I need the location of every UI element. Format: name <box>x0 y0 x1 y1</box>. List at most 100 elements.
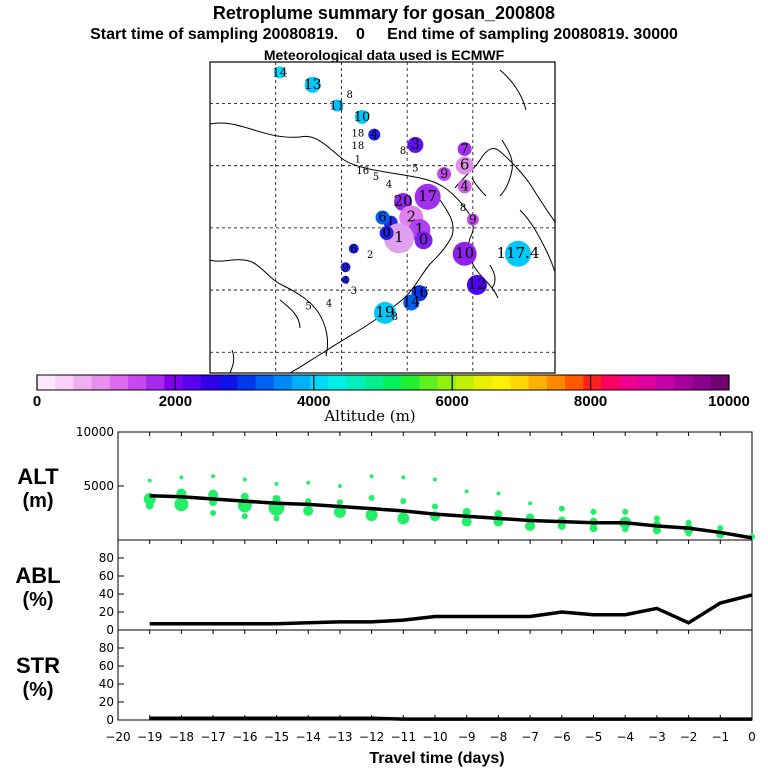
altitude-point <box>652 526 661 535</box>
colorbar-swatch <box>492 375 511 390</box>
trajectory-day-label: 1 <box>387 216 395 231</box>
altitude-point <box>147 478 152 483</box>
altitude-colorbar: 0 2000 4000 6000 8000 10000 Altitude (m) <box>33 374 750 425</box>
altitude-point <box>303 505 314 516</box>
panel-yunit: (m) <box>22 490 53 512</box>
y-tick-label: 10000 <box>76 425 114 439</box>
trajectory-marker-15 <box>457 142 472 157</box>
trajectory-marker-1 <box>304 76 321 93</box>
map-gridlines <box>210 62 555 373</box>
altitude-point <box>241 513 248 520</box>
altitude-point <box>242 477 247 482</box>
colorbar-swatch <box>546 375 566 390</box>
x-axis-title: Travel time (days) <box>369 750 504 767</box>
trajectory-marker-0 <box>273 66 286 79</box>
altitude-point <box>368 494 375 501</box>
colorbar-swatch <box>37 375 56 390</box>
colorbar-swatch <box>510 375 530 390</box>
altitude-point <box>589 524 598 533</box>
trajectory-marker-28 <box>379 226 394 241</box>
altitude-point <box>525 520 536 531</box>
trajectory-marker-19 <box>414 183 441 210</box>
y-tick-label: 20 <box>99 695 114 709</box>
y-tick-label: 0 <box>106 623 114 637</box>
altitude-point <box>306 480 311 485</box>
trajectory-marker-11 <box>368 128 381 141</box>
trajectory-marker-42 <box>373 301 396 324</box>
panel-str: STR(%) 80 60 40 20 0 <box>16 629 753 727</box>
altitude-point <box>400 498 407 505</box>
altitude-point <box>461 516 472 527</box>
x-tick-label: 0 <box>748 730 756 744</box>
altitude-point <box>365 509 378 522</box>
colorbar-swatch <box>364 375 384 390</box>
y-tick-label: 80 <box>99 551 114 565</box>
colorbar-swatch <box>419 375 439 390</box>
colorbar-swatch <box>656 375 675 390</box>
trajectory-day-label: 3 <box>411 137 420 153</box>
colorbar-swatch <box>164 375 184 390</box>
time-series-panels: ALT(m)100005000ABL(%)806040200STR(%)8060… <box>15 425 755 767</box>
chart-title: Retroplume summary for gosan_200808 <box>212 3 556 23</box>
altitude-point <box>462 507 471 516</box>
altitude-point <box>717 525 724 532</box>
trajectory-day-label: 7 <box>461 142 469 157</box>
colorbar-swatch <box>692 375 712 390</box>
trajectory-day-label: 16 <box>356 166 369 177</box>
colorbar-swatch <box>291 375 311 390</box>
x-tick-label: −3 <box>648 730 666 744</box>
colorbar-tick-label: 6000 <box>436 393 469 410</box>
panel-alt: ALT(m) 10000 5000 <box>17 425 755 541</box>
trajectory-marker-23 <box>375 210 390 225</box>
colorbar-swatch <box>474 375 493 390</box>
trajectory-day-label: 0 <box>382 226 390 241</box>
abl-series-line <box>149 593 753 626</box>
colorbar-swatch <box>710 375 730 390</box>
colorbar-swatch <box>200 375 220 390</box>
colorbar-swatch <box>182 375 202 390</box>
trajectory-marker-34 <box>340 262 351 273</box>
x-tick-label: −7 <box>521 730 539 744</box>
altitude-point <box>174 497 189 512</box>
trajectory-day-label: 4 <box>461 179 469 194</box>
coastlines <box>209 69 556 374</box>
x-tick-label: −2 <box>680 730 698 744</box>
colorbar-swatch <box>310 375 329 390</box>
panel-yunit: (%) <box>22 589 53 611</box>
trajectory-day-label: 10 <box>455 244 474 262</box>
colorbar-tick-label: 10000 <box>708 393 750 410</box>
colorbar-title: Altitude (m) <box>323 407 415 425</box>
trajectory-marker-27 <box>414 231 433 250</box>
x-tick-label: −9 <box>458 730 476 744</box>
altitude-point <box>145 501 154 510</box>
altitude-point <box>397 512 410 525</box>
trajectory-day-label: 6 <box>350 243 357 256</box>
y-tick-label: 60 <box>99 569 114 583</box>
colorbar-swatch <box>437 375 457 390</box>
colorbar-swatch <box>146 375 165 390</box>
x-tick-label: −8 <box>490 730 508 744</box>
trajectory-day-label: 1 <box>394 228 404 246</box>
panel-ylabel: ABL <box>15 563 60 588</box>
trajectory-marker-30 <box>452 241 477 266</box>
x-tick-label: −16 <box>232 730 257 744</box>
trajectory-day-label: 1 <box>415 220 425 238</box>
colorbar-swatch <box>601 375 621 390</box>
altitude-point <box>528 501 533 506</box>
altitude-point <box>401 475 406 480</box>
altitude-point <box>558 505 565 512</box>
sampling-time-subtitle: Start time of sampling 20080819. 0 End t… <box>90 26 678 43</box>
altitude-point <box>336 499 343 506</box>
trajectory-day-label: 5 <box>305 302 311 313</box>
panel-frame <box>117 629 753 721</box>
x-tick-label: −12 <box>359 730 384 744</box>
trajectory-day-label: 11 <box>330 99 345 113</box>
altitude-point <box>622 508 629 515</box>
x-tick-label: −4 <box>616 730 634 744</box>
colorbar-swatch <box>637 375 657 390</box>
altitude-point <box>337 484 342 488</box>
trajectory-day-label: 117.4 <box>497 244 540 262</box>
altitude-point <box>685 530 692 537</box>
x-tick-label: −18 <box>169 730 194 744</box>
